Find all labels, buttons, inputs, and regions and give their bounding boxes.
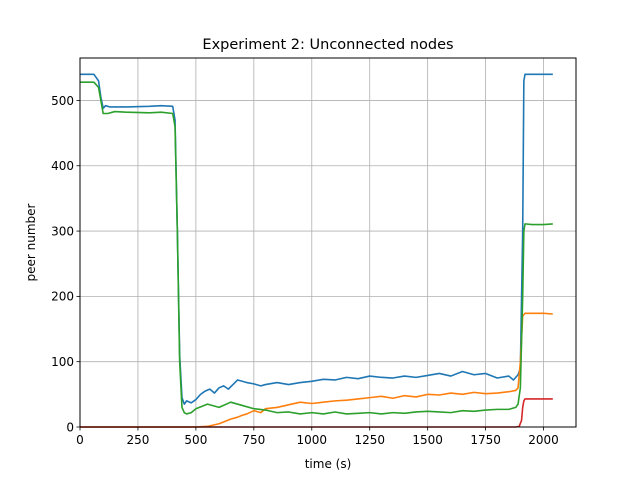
series-line-3 <box>80 81 553 415</box>
y-tick-label: 500 <box>51 94 74 108</box>
y-axis-ticks: 0 100 200 300 400 500 <box>51 94 80 434</box>
x-tick-label: 2000 <box>528 433 559 447</box>
y-tick-label: 300 <box>51 224 74 238</box>
x-tick-label: 1750 <box>470 433 501 447</box>
series-line-2 <box>80 312 553 428</box>
x-axis-label: time (s) <box>305 457 352 471</box>
grid-lines <box>79 58 576 428</box>
y-tick-label: 0 <box>66 420 74 434</box>
y-axis-label: peer number <box>24 203 38 281</box>
plot-frame <box>79 57 577 428</box>
x-tick-label: 750 <box>242 433 265 447</box>
y-tick-label: 100 <box>51 355 74 369</box>
x-tick-label: 1500 <box>412 433 443 447</box>
x-tick-label: 1000 <box>297 433 328 447</box>
x-tick-label: 500 <box>184 433 207 447</box>
x-tick-label: 1250 <box>354 433 385 447</box>
chart-title: Experiment 2: Unconnected nodes <box>202 37 453 53</box>
x-tick-label: 250 <box>126 433 149 447</box>
y-tick-label: 400 <box>51 159 74 173</box>
x-tick-label: 0 <box>76 433 84 447</box>
series-line-1 <box>80 73 553 405</box>
x-axis-ticks: 0 250 500 750 1000 1250 1500 1750 2000 <box>76 427 559 447</box>
y-tick-label: 200 <box>51 290 74 304</box>
